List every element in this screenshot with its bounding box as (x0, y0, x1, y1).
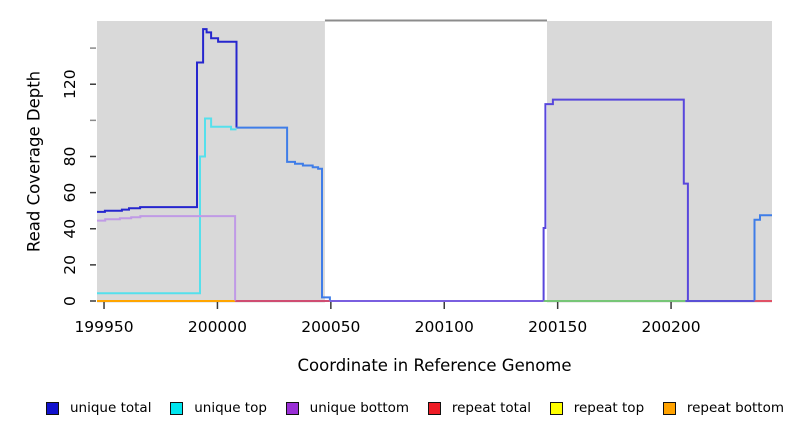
legend-swatch-icon (46, 401, 59, 415)
legend-swatch-icon (549, 401, 563, 415)
legend-swatch-icon (170, 401, 184, 415)
legend-label: unique total (70, 400, 152, 416)
uncovered-gap-region (324, 21, 547, 303)
x-tick-label: 200200 (641, 318, 700, 336)
x-tick-label: 200100 (415, 318, 474, 336)
y-axis-title: Read Coverage Depth (24, 70, 44, 253)
x-tick-label: 199950 (74, 318, 133, 336)
series-unique-block-right (542, 98, 689, 301)
y-tick-label: 60 (61, 183, 79, 203)
series-unique-bottom (97, 215, 237, 301)
legend-label: repeat top (573, 400, 645, 416)
y-tick-label: 0 (61, 296, 79, 306)
series-unique-top (97, 117, 237, 295)
legend-swatch-icon (427, 401, 441, 415)
y-tick-label: 20 (61, 255, 79, 275)
legend-swatch-icon (285, 401, 299, 415)
legend-item-repeat-bottom: repeat bottom (662, 400, 784, 416)
legend-swatch-icon (662, 401, 676, 415)
coverage-series-lines (97, 28, 772, 302)
legend-item-unique-top: unique top (170, 400, 267, 416)
plot-background-regions (97, 19, 772, 303)
legend-item-unique-bottom: unique bottom (285, 400, 410, 416)
legend-item-repeat-total: repeat total (427, 400, 531, 416)
legend-item-unique-total: unique total (46, 400, 151, 416)
legend-label: unique top (194, 400, 267, 416)
series-unique-total-descending (236, 126, 331, 301)
x-tick-label: 200000 (188, 318, 247, 336)
series-unique-total-far-right (753, 214, 772, 301)
legend-label: unique bottom (309, 400, 410, 416)
legend: unique total unique top unique bottom repea… (46, 396, 784, 420)
legend-label: repeat total (451, 400, 531, 416)
series-unique-total-left-peak (97, 28, 238, 213)
y-tick-label: 40 (61, 219, 79, 239)
covered-region-1 (547, 21, 772, 303)
y-tick-label: 120 (61, 69, 79, 99)
x-tick-label: 200150 (528, 318, 587, 336)
x-tick-label: 200050 (301, 318, 360, 336)
y-tick-label: 80 (61, 147, 79, 167)
legend-label: repeat bottom (686, 400, 784, 416)
legend-item-repeat-top: repeat top (549, 400, 645, 416)
x-axis-title: Coordinate in Reference Genome (297, 356, 572, 375)
axes-ticks-and-labels: 199950 200000 200050 200100 200150 200200 0 20 4… (61, 47, 701, 336)
